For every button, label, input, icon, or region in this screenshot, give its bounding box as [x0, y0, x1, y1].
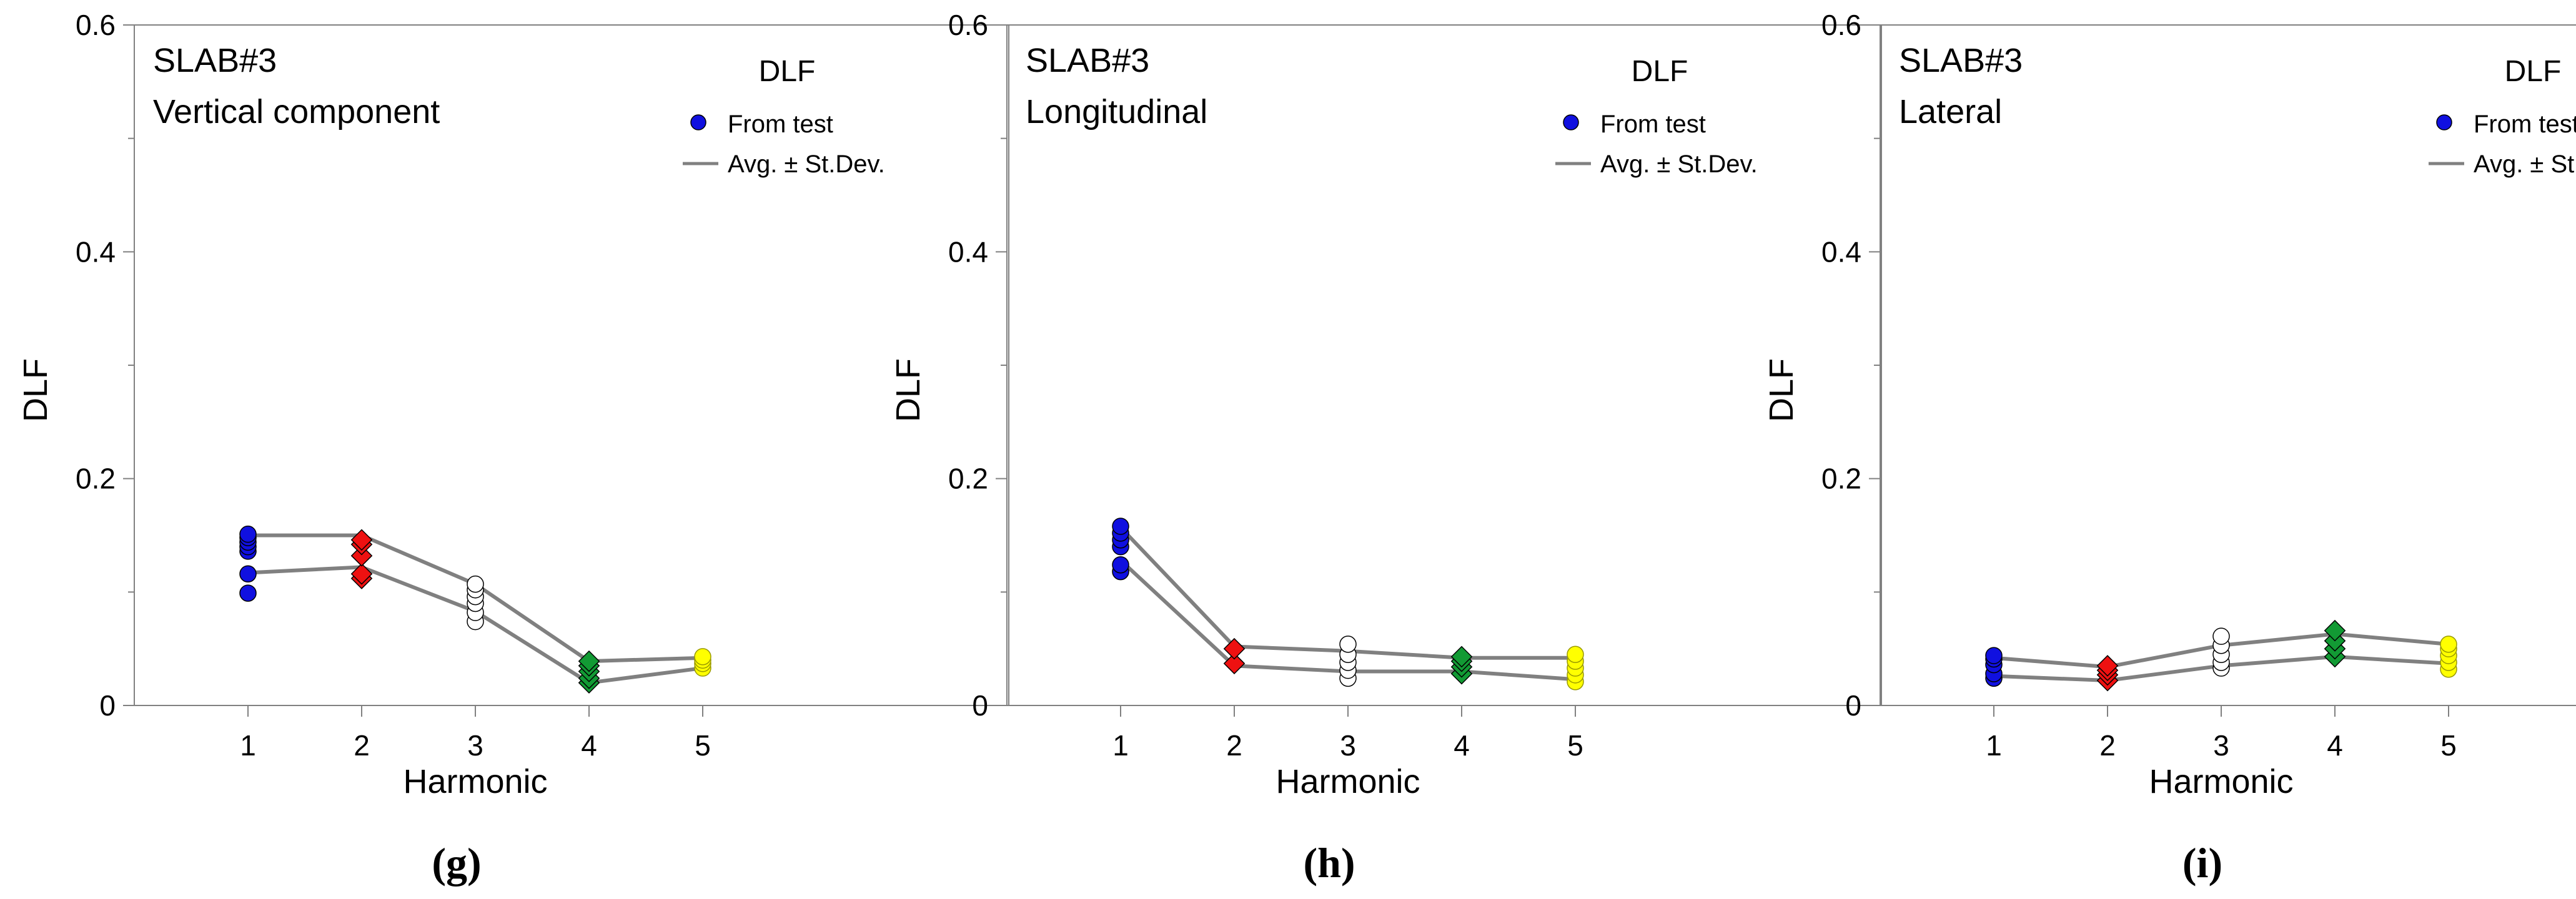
y-tick-label: 0.2 [1821, 463, 1861, 495]
annotation-text: Longitudinal [1026, 93, 1207, 130]
legend-label-avg: Avg. ± St.Dev. [1600, 150, 1758, 178]
y-axis-label: DLF [1763, 358, 1800, 422]
x-tick-label: 2 [354, 729, 370, 762]
legend-marker-from-test [1563, 114, 1579, 130]
data-point-harmonic-2 [350, 562, 373, 585]
x-tick-label: 5 [695, 729, 711, 762]
data-point-harmonic-2 [350, 544, 373, 567]
legend-label-from-test: From test [728, 111, 833, 138]
annotation-text: SLAB#3 [153, 42, 277, 79]
x-tick-label: 5 [2440, 729, 2457, 762]
x-tick-label: 4 [2327, 729, 2343, 762]
data-point-harmonic-2 [350, 529, 373, 551]
annotation-text: SLAB#3 [1026, 42, 1149, 79]
data-point-harmonic-1 [239, 584, 257, 602]
x-tick-label: 3 [467, 729, 483, 762]
legend-marker-from-test [2436, 114, 2452, 130]
y-tick-label: 0.2 [76, 463, 116, 495]
data-point-harmonic-1 [239, 525, 257, 543]
y-tick-label: 0 [1845, 689, 1861, 722]
legend-marker-from-test [690, 114, 706, 130]
y-axis-label: DLF [889, 358, 927, 422]
data-point-harmonic-4 [578, 650, 600, 672]
panel-label: (h) [1303, 839, 1355, 887]
legend-title: DLF [759, 55, 816, 88]
x-tick-label: 1 [240, 729, 256, 762]
y-axis-label: DLF [17, 358, 54, 422]
x-axis-label: Harmonic [2149, 763, 2293, 800]
chart-panel-0: 0 0.2 0.4 0.6 1 2 3 4 5 Harmonic DLF SLAB#3 Vertical… [17, 9, 1009, 887]
x-tick-label: 3 [2213, 729, 2229, 762]
data-point-harmonic-1 [1112, 556, 1129, 574]
y-tick-label: 0.6 [948, 9, 988, 41]
legend-label-from-test: From test [1600, 111, 1706, 138]
y-tick-label: 0.4 [1821, 235, 1861, 268]
data-point-harmonic-3 [467, 575, 484, 593]
data-point-harmonic-3 [1339, 636, 1357, 653]
data-point-harmonic-2 [1223, 637, 1246, 660]
y-tick-label: 0.4 [948, 235, 988, 268]
data-point-harmonic-5 [1567, 646, 1584, 663]
data-point-harmonic-2 [1223, 652, 1246, 675]
y-tick-label: 0.6 [1821, 9, 1861, 41]
legend-label-avg: Avg. ± St.Dev. [2474, 150, 2576, 178]
legend-label-avg: Avg. ± St.Dev. [728, 150, 885, 178]
data-point-harmonic-4 [2324, 619, 2346, 642]
data-point-harmonic-1 [1112, 518, 1129, 535]
x-axis-label: Harmonic [403, 763, 547, 800]
data-point-harmonic-2 [2096, 655, 2119, 677]
x-axis-label: Harmonic [1276, 763, 1420, 800]
chart-panel-2: 0 0.2 0.4 0.6 1 2 3 4 5 Harmonic DLF SLAB#3 Lateral D… [1763, 9, 2576, 887]
chart-panel-1: 0 0.2 0.4 0.6 1 2 3 4 5 Harmonic DLF SLAB#3 Longitud… [889, 9, 1882, 887]
panel-label: (i) [2182, 839, 2222, 887]
legend-label-from-test: From test [2474, 111, 2576, 138]
x-tick-label: 1 [1986, 729, 2002, 762]
data-point-harmonic-1 [1985, 647, 2003, 664]
data-point-harmonic-1 [239, 565, 257, 583]
y-tick-label: 0.4 [76, 235, 116, 268]
x-tick-label: 2 [2099, 729, 2116, 762]
x-tick-label: 4 [581, 729, 597, 762]
annotation-text: Vertical component [153, 93, 440, 130]
x-tick-label: 1 [1112, 729, 1129, 762]
annotation-text: Lateral [1899, 93, 2002, 130]
annotation-text: SLAB#3 [1899, 42, 2023, 79]
y-tick-label: 0 [972, 689, 988, 722]
x-tick-label: 2 [1226, 729, 1242, 762]
data-point-harmonic-3 [2212, 627, 2230, 645]
legend-title: DLF [2505, 55, 2562, 88]
legend-title: DLF [1632, 55, 1688, 88]
y-tick-label: 0.2 [948, 463, 988, 495]
data-point-harmonic-5 [694, 648, 711, 666]
x-tick-label: 4 [1454, 729, 1470, 762]
x-tick-label: 3 [1340, 729, 1356, 762]
y-tick-label: 0.6 [76, 9, 116, 41]
y-tick-label: 0 [99, 689, 116, 722]
x-tick-label: 5 [1567, 729, 1583, 762]
data-point-harmonic-4 [1450, 646, 1473, 668]
panel-label: (g) [432, 839, 481, 887]
data-point-harmonic-5 [2440, 636, 2457, 653]
